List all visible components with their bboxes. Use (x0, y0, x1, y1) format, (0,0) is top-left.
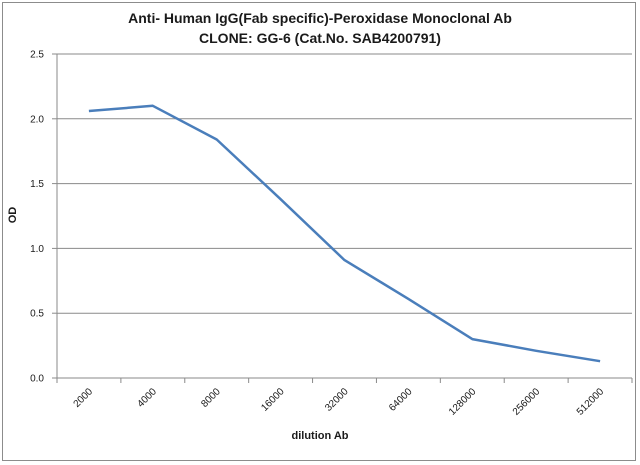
chart-title: Anti- Human IgG(Fab specific)-Peroxidase… (128, 10, 512, 26)
y-tick-label: 1.5 (30, 179, 44, 190)
x-tick-label: 128000 (447, 386, 479, 418)
x-tick-label: 8000 (199, 386, 223, 410)
x-tick-label: 4000 (135, 386, 159, 410)
chart-frame (2, 2, 636, 461)
x-axis-label: dilution Ab (291, 430, 349, 442)
y-tick-label: 2.5 (30, 50, 44, 61)
x-tick-label: 16000 (259, 386, 287, 414)
grid-lines (57, 53, 632, 379)
y-tick-label: 0.5 (30, 309, 44, 320)
series-line (88, 104, 601, 363)
y-tick-labels: 0.0 0.5 1.0 1.5 2.0 2.5 (30, 50, 44, 385)
x-tick-label: 32000 (323, 386, 351, 414)
x-tick-labels: 2000 4000 8000 16000 32000 64000 128000 256000 5… (72, 386, 607, 418)
chart-subtitle: CLONE: GG-6 (Cat.No. SAB4200791) (199, 30, 441, 46)
x-tick-label: 512000 (575, 386, 607, 418)
y-tick-label: 0.0 (30, 374, 44, 385)
y-tick-label: 1.0 (30, 244, 44, 255)
axes (52, 53, 633, 383)
y-tick-label: 2.0 (30, 114, 44, 125)
x-tick-label: 64000 (387, 386, 415, 414)
series-lines (88, 104, 601, 363)
x-tick-label: 2000 (72, 386, 96, 410)
x-tick-label: 256000 (511, 386, 543, 418)
